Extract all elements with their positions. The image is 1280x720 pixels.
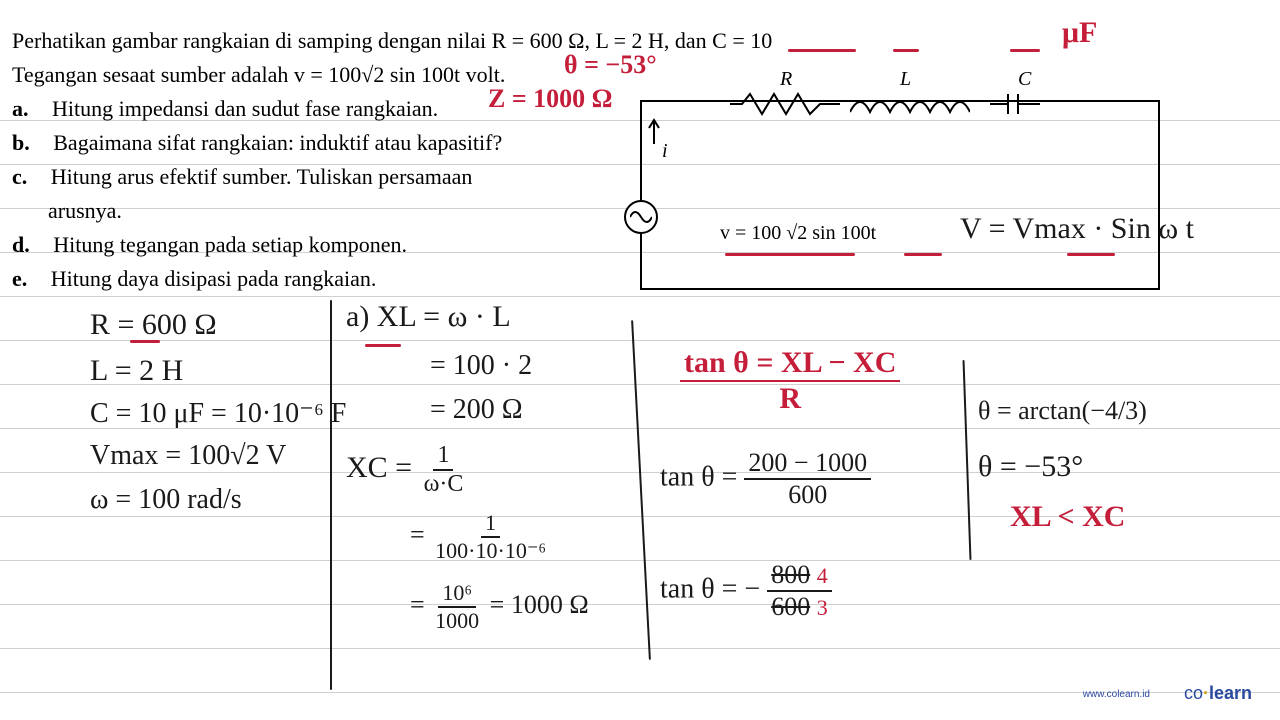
capacitor-icon <box>990 92 1040 116</box>
known-L: L = 2 H <box>90 354 183 388</box>
tan-numeric: tan θ = 200 − 1000 600 <box>660 448 871 510</box>
q-a: a. Hitung impedansi dan sudut fase rangk… <box>12 92 438 126</box>
inductor-icon <box>850 92 970 116</box>
circuit-box <box>640 100 1160 290</box>
q-e-text: Hitung daya disipasi pada rangkaian. <box>51 266 377 291</box>
tan-final: tan θ = − 800 4 600 3 <box>660 560 832 622</box>
q-c-text: Hitung arus efektif sumber. Tuliskan per… <box>51 164 473 189</box>
q-b-text: Bagaimana sifat rangkaian: induktif atau… <box>53 130 502 155</box>
tan-f-den: 600 <box>771 592 810 621</box>
label-C: C <box>1018 68 1031 91</box>
a-xc-step3: = 10⁶ 1000 = 1000 Ω <box>410 580 589 634</box>
q-b-label: b. <box>12 130 30 155</box>
label-R: R <box>780 68 792 91</box>
q-d-label: d. <box>12 232 30 257</box>
logo-url: www.colearn.id <box>1083 689 1150 700</box>
a-xl-2: = 100 · 2 <box>430 350 532 382</box>
q-a-text: Hitung impedansi dan sudut fase rangkaia… <box>52 96 438 121</box>
known-w: ω = 100 rad/s <box>90 484 242 516</box>
xc-eq: XC = <box>346 451 412 484</box>
tan-f-lbl: tan θ = − <box>660 573 760 604</box>
divider-1 <box>330 300 332 690</box>
label-i: i <box>662 140 668 163</box>
tan-den: R <box>775 382 805 416</box>
tan-n-den: 600 <box>784 480 831 510</box>
vmax-eq: V = Vmax · Sin ω t <box>960 212 1194 246</box>
z-annot: Z = 1000 Ω <box>488 84 612 114</box>
xl-less-xc: XL < XC <box>1010 500 1125 534</box>
divider-2 <box>631 320 651 660</box>
q-d: d. Hitung tegangan pada setiap komponen. <box>12 228 407 262</box>
known-Vmax: Vmax = 100√2 V <box>90 440 286 472</box>
q-c-label: c. <box>12 164 27 189</box>
a-xc-label: XC = 1 ω·C <box>346 442 467 498</box>
xc-eq2: = <box>410 520 425 549</box>
q-d-text: Hitung tegangan pada setiap komponen. <box>53 232 407 257</box>
muF-annot: μF <box>1062 16 1097 50</box>
xc-num2: 1 <box>481 510 500 538</box>
q-c: c. Hitung arus efektif sumber. Tuliskan … <box>12 160 472 194</box>
xc-eq3: = <box>410 590 425 619</box>
a-xc-step2: = 1 100·10·10⁻⁶ <box>410 510 550 564</box>
known-R: R = 600 Ω <box>90 308 217 342</box>
xc-den1: ω·C <box>420 471 468 498</box>
a-xl-1: a) XL = ω · L <box>346 300 511 334</box>
xc-num3: 10⁶ <box>438 580 476 608</box>
divider-3 <box>963 360 972 560</box>
logo-brand: co·learn <box>1184 683 1252 704</box>
arrow-i-icon <box>648 118 660 144</box>
voltage-eq: v = 100 √2 sin 100t <box>720 222 876 245</box>
q-e-label: e. <box>12 266 27 291</box>
xc-den3: 1000 <box>431 608 483 634</box>
tan-eq-lbl: tan θ = <box>660 461 737 492</box>
q-c2: arusnya. <box>48 194 122 228</box>
label-L: L <box>900 68 911 91</box>
resistor-icon <box>730 92 840 116</box>
tan-theta-frac: tan θ = XL − XC R <box>680 346 900 416</box>
a-xl-3: = 200 Ω <box>430 394 523 426</box>
tan-f-num: 800 <box>771 560 810 589</box>
ac-source-icon <box>624 200 658 234</box>
tan-n-num: 200 − 1000 <box>744 448 871 480</box>
q-e: e. Hitung daya disipasi pada rangkaian. <box>12 262 376 296</box>
xc-num1: 1 <box>433 442 453 471</box>
arctan: θ = arctan(−4/3) <box>978 396 1147 426</box>
tan-num: tan θ = XL − XC <box>680 346 900 382</box>
q-a-label: a. <box>12 96 29 121</box>
tan-f-4: 4 <box>817 563 828 588</box>
theta-annot: θ = −53° <box>564 50 657 80</box>
theta-res: θ = −53° <box>978 450 1083 484</box>
known-C: C = 10 μF = 10·10⁻⁶ F <box>90 396 346 430</box>
xc-den2: 100·10·10⁻⁶ <box>431 538 550 564</box>
tan-f-3: 3 <box>817 595 828 620</box>
xc-res: = 1000 Ω <box>490 590 589 619</box>
problem-line1-text: Perhatikan gambar rangkaian di samping d… <box>12 28 772 53</box>
q-b: b. Bagaimana sifat rangkaian: induktif a… <box>12 126 502 160</box>
problem-line1: Perhatikan gambar rangkaian di samping d… <box>12 24 1112 58</box>
